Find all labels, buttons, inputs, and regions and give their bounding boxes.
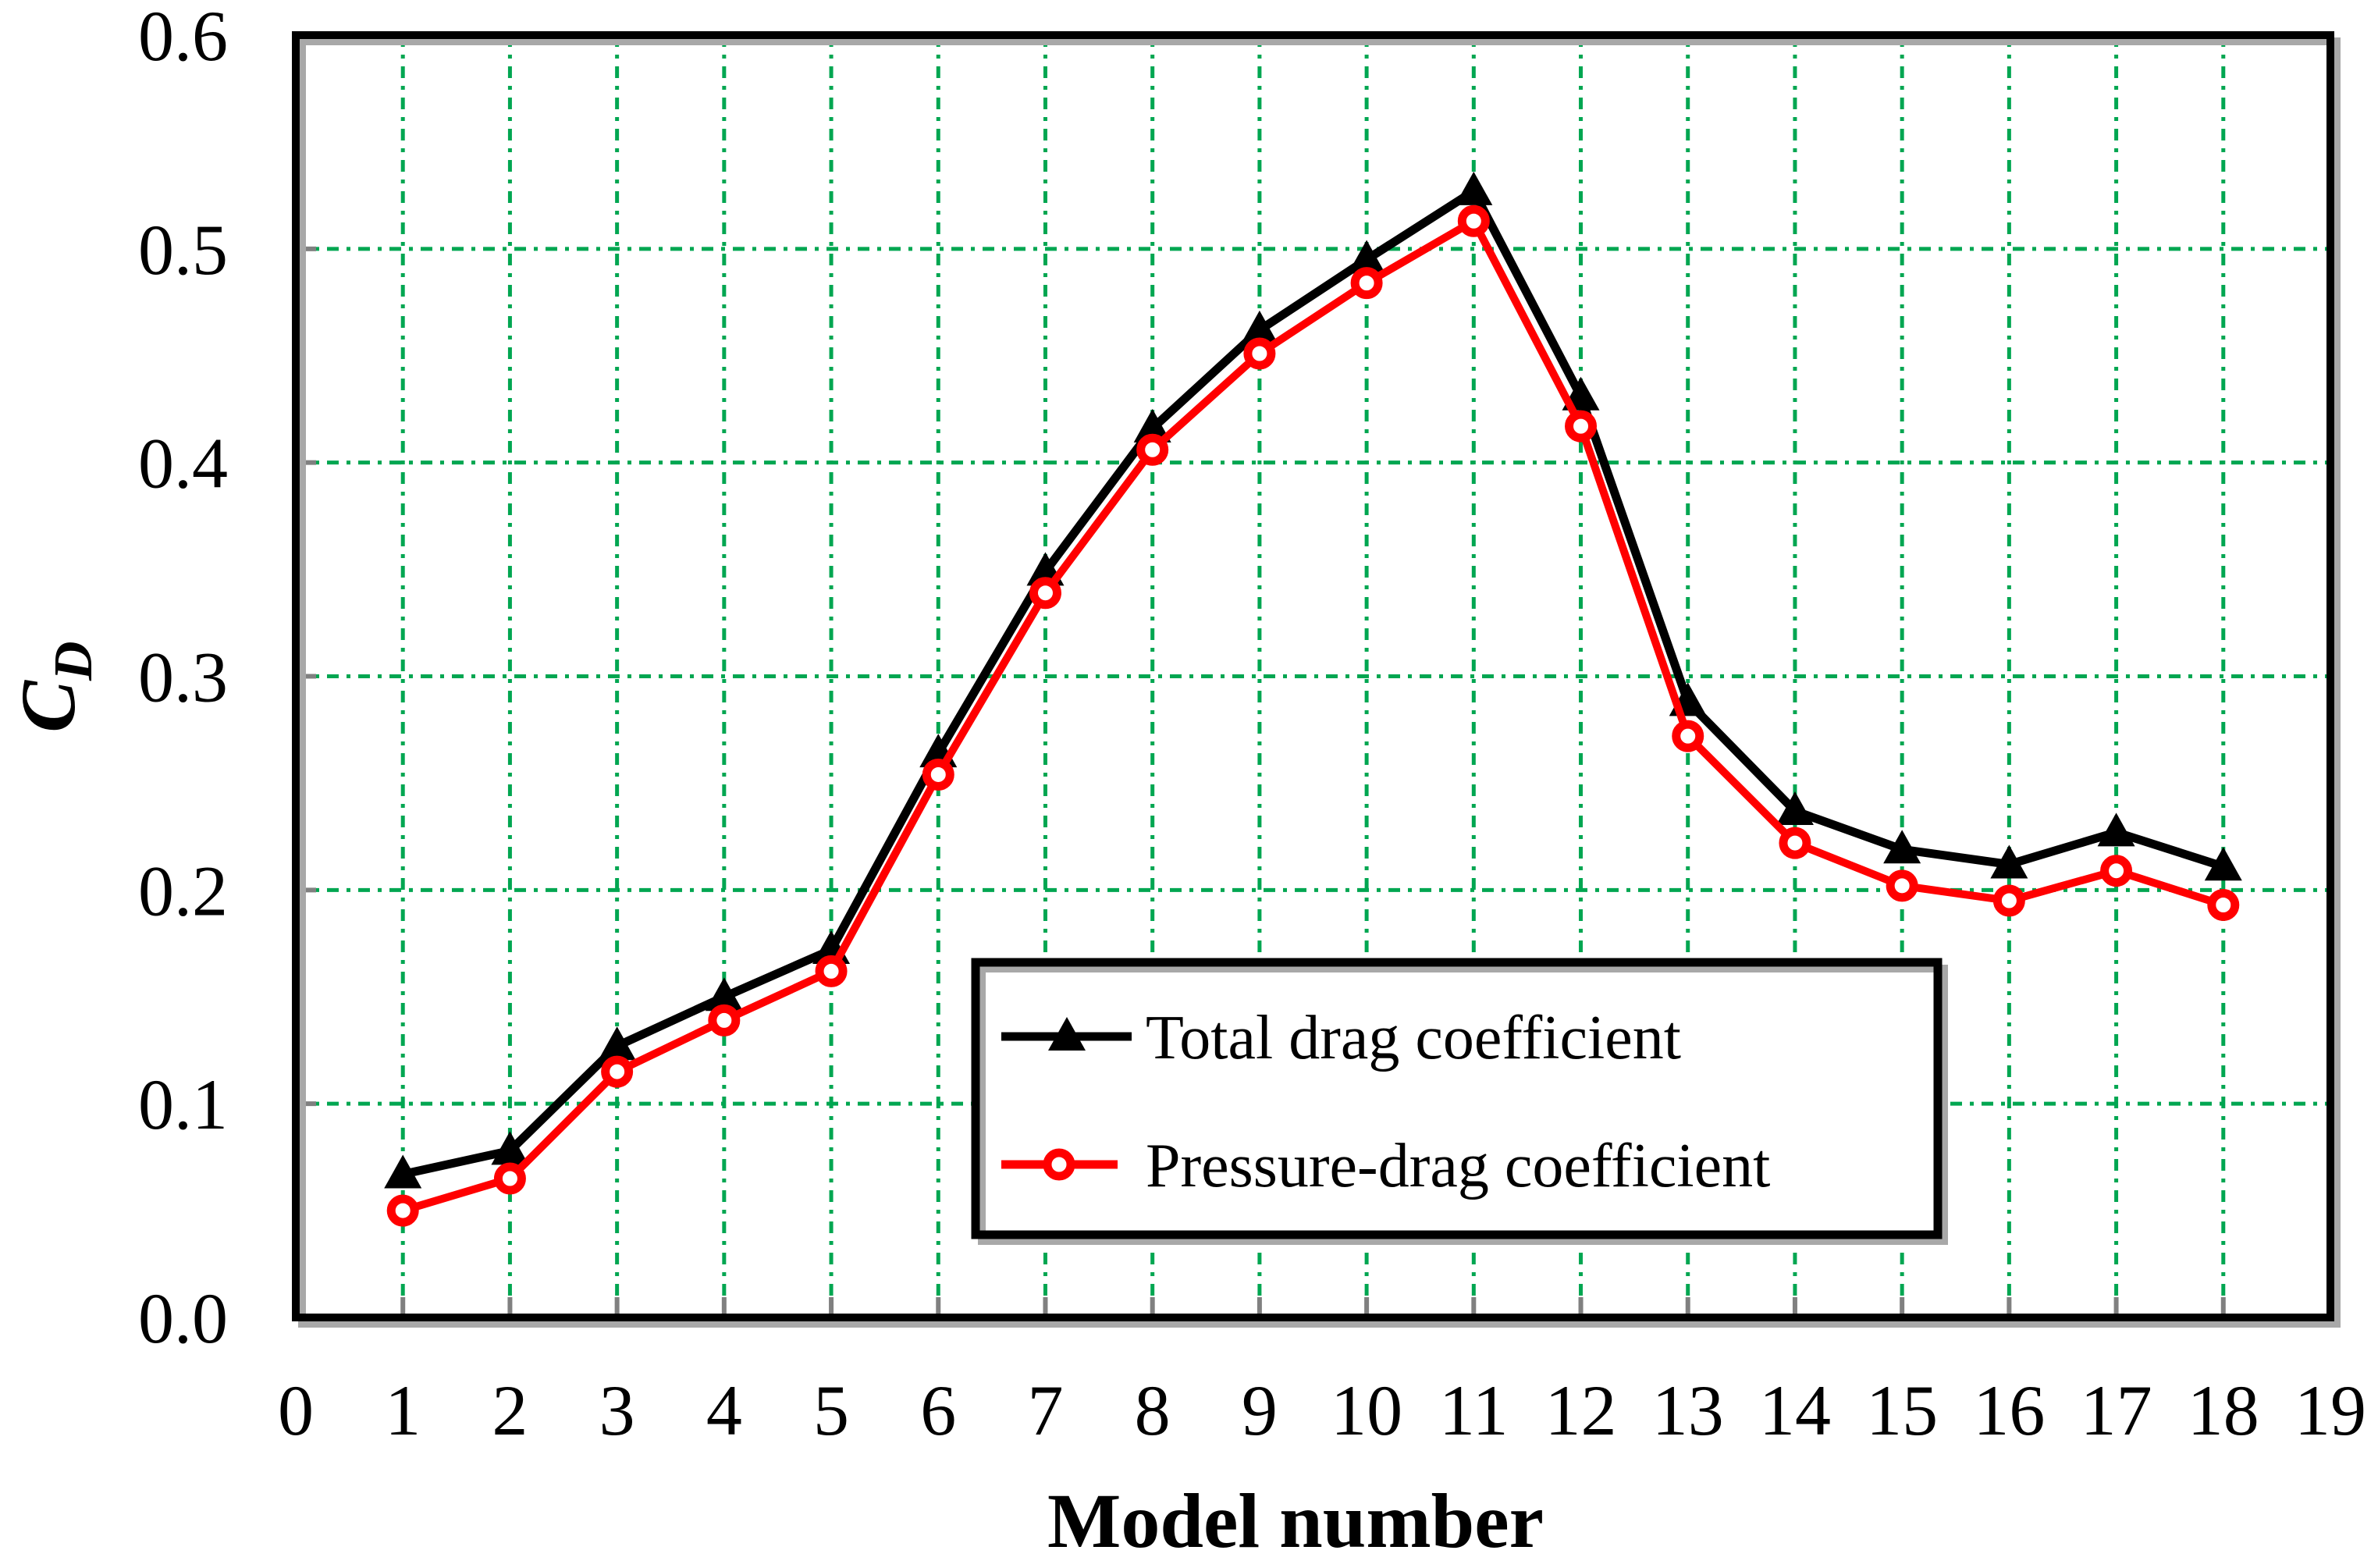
plot-frame-shadow [298, 37, 2341, 1328]
x-tick-label: 10 [1331, 1371, 1402, 1450]
data-series [384, 171, 2242, 1227]
circle-marker [1029, 577, 1061, 610]
legend-label-pressure: Pressure-drag coefficient [1146, 1132, 1770, 1200]
circle-marker [2207, 889, 2240, 922]
x-tick-label: 19 [2294, 1371, 2366, 1450]
circle-marker [1779, 827, 1811, 859]
legend-item-pressure-drag: Pressure-drag coefficient [1001, 1132, 1770, 1200]
triangle-marker [1133, 408, 1171, 443]
x-tick-label: 4 [706, 1371, 742, 1450]
series-pressure-drag [386, 204, 2240, 1227]
triangle-marker [2097, 812, 2135, 847]
circle-marker [493, 1162, 526, 1195]
legend-label-total: Total drag coefficient [1146, 1004, 1681, 1072]
series-line [401, 217, 2225, 1214]
triangle-marker [1348, 240, 1386, 274]
x-tick-label: 8 [1135, 1371, 1171, 1450]
y-tick-label: 0.0 [138, 1278, 228, 1358]
y-axis-title-main: C [5, 680, 91, 733]
x-axis-title: Model number [1047, 1477, 1544, 1564]
tick-labels: 0 1 2 3 4 5 6 7 8 9 10 11 12 13 14 15 16 17 18 190.00.10.20… [138, 0, 2366, 1450]
x-tick-label: 14 [1759, 1371, 1831, 1450]
x-tick-label: 3 [599, 1371, 635, 1450]
series-line [402, 187, 2225, 1179]
circle-marker [922, 758, 954, 791]
circle-marker [1672, 720, 1704, 752]
legend-shadow [978, 965, 1948, 1245]
x-tick-label: 18 [2188, 1371, 2259, 1450]
circle-marker [1457, 204, 1490, 237]
x-tick-label: 17 [2081, 1371, 2152, 1450]
y-tick-label: 0.2 [138, 851, 228, 930]
x-tick-label: 15 [1866, 1371, 1938, 1450]
circle-marker [2100, 855, 2133, 887]
x-tick-label: 16 [1973, 1371, 2045, 1450]
circle-marker [1136, 433, 1169, 466]
y-axis-title: CD [5, 641, 104, 732]
legend-background [976, 962, 1938, 1235]
x-tick-label: 7 [1027, 1371, 1063, 1450]
x-tick-label: 1 [385, 1371, 421, 1450]
y-tick-label: 0.1 [138, 1065, 228, 1144]
circle-marker [708, 1004, 741, 1036]
triangle-marker [598, 1026, 636, 1061]
circle-marker [1565, 410, 1598, 443]
legend: Total drag coefficient Pressure-drag coe… [971, 958, 1948, 1245]
x-tick-label: 12 [1545, 1371, 1617, 1450]
circle-marker [1992, 884, 2025, 917]
legend-item-total-drag: Total drag coefficient [1001, 1004, 1681, 1072]
triangle-marker [491, 1131, 529, 1165]
triangle-marker [705, 977, 743, 1012]
triangle-marker [384, 1154, 422, 1189]
circle-marker [815, 955, 848, 987]
x-tick-label: 5 [813, 1371, 849, 1450]
triangle-marker [1990, 844, 2028, 879]
y-tick-label: 0.3 [138, 638, 228, 717]
x-tick-label: 9 [1242, 1371, 1278, 1450]
x-tick-label: 13 [1652, 1371, 1724, 1450]
circle-marker [601, 1055, 634, 1088]
x-tick-label: 6 [920, 1371, 956, 1450]
legend-border [971, 958, 1943, 1239]
y-tick-label: 0.5 [138, 210, 228, 290]
triangle-marker [1776, 791, 1814, 826]
series-total-drag [384, 171, 2242, 1189]
triangle-marker [1240, 310, 1278, 344]
circle-marker [1243, 337, 1276, 370]
triangle-marker [1883, 830, 1921, 864]
plot-frame [292, 31, 2334, 1321]
x-tick-label: 0 [278, 1371, 314, 1450]
y-axis-title-subscript: D [44, 641, 104, 681]
legend-triangle-icon [1048, 1017, 1086, 1051]
y-tick-label: 0.4 [138, 424, 228, 503]
circle-marker [1350, 267, 1383, 300]
circle-marker [1886, 869, 1918, 902]
circle-marker [386, 1194, 419, 1227]
x-tick-label: 11 [1439, 1371, 1509, 1450]
triangle-marker [2204, 847, 2242, 881]
y-tick-label: 0.6 [138, 0, 228, 76]
x-tick-label: 2 [492, 1371, 528, 1450]
triangle-marker [1455, 171, 1493, 205]
legend-circle-icon [1043, 1148, 1075, 1181]
